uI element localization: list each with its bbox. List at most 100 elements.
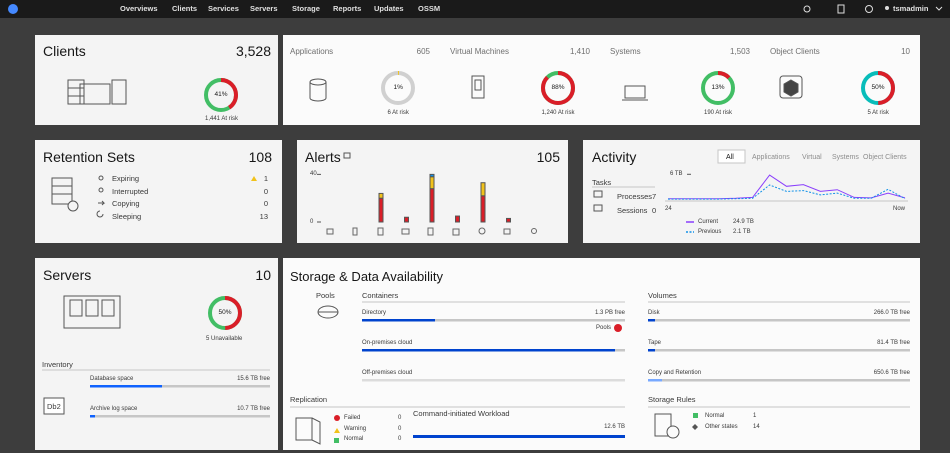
panel-count: 105 [536, 149, 560, 165]
donut-arc [381, 71, 415, 105]
state-count: 13 [259, 211, 268, 221]
item-name: Disk [648, 310, 660, 316]
pools-flag: Pools [595, 325, 611, 331]
tab[interactable]: Object Clients [863, 154, 907, 161]
state-name: Warning [344, 425, 367, 432]
bar-segment [429, 173, 435, 178]
section-title: Pools [316, 291, 335, 300]
legend-value: 2.1 TB [733, 229, 751, 235]
process-icon [593, 190, 603, 198]
icon [885, 6, 889, 10]
panel-title: Retention Sets [43, 149, 135, 165]
item-name: Tape [648, 340, 662, 346]
bar-segment [429, 188, 435, 223]
y-tick-label: 40 [310, 171, 317, 178]
bar-segment [404, 216, 409, 223]
section-title: Inventory [42, 360, 73, 369]
panel-title: Activity [592, 149, 637, 165]
item-free: 81.4 TB free [877, 340, 910, 346]
tab[interactable]: Virtual [802, 154, 822, 161]
donut-arc [541, 71, 575, 105]
flag-icon [343, 152, 351, 159]
state-name: Expiring [112, 174, 140, 183]
donut-label: 88% [551, 84, 565, 91]
donut-arc [204, 78, 238, 112]
tab[interactable]: Systems [832, 154, 859, 161]
nav-item[interactable]: Overviews [120, 4, 158, 13]
tab-selected [717, 149, 746, 164]
progress-bars [90, 319, 910, 438]
nav-item[interactable]: Reports [333, 4, 362, 13]
activity-panel [583, 140, 920, 243]
state-count: 0 [263, 199, 268, 208]
workload-title: Command-initiated Workload [413, 409, 510, 418]
item-free: 650.6 TB free [873, 370, 910, 376]
panel-title: Servers [43, 267, 92, 283]
servers-panel [35, 258, 278, 450]
state-name: Copying [112, 199, 140, 208]
item-free: 15.6 TB free [237, 376, 270, 382]
top-nav [0, 0, 950, 18]
user-menu[interactable]: tsmadmin [893, 4, 929, 13]
clients-icon [67, 79, 127, 105]
panel-count: 3,528 [235, 43, 271, 59]
bar-segment [480, 182, 486, 197]
alert-category-icons [326, 227, 537, 236]
icon [803, 5, 811, 13]
retention-panel [35, 140, 282, 243]
nav-item[interactable]: Storage [292, 4, 320, 13]
item-free: 1.3 PB free [594, 310, 625, 316]
db-icon-label: Db2 [47, 402, 61, 411]
workload-size: 12.6 TB [604, 424, 625, 430]
legend-label: Current [698, 219, 719, 225]
x-tick-label: Now [892, 206, 905, 212]
panel-count: 108 [248, 149, 272, 165]
section-count: 1,410 [569, 47, 590, 56]
app-icons [309, 75, 803, 102]
section-title: Virtual Machines [450, 47, 509, 56]
nav-item[interactable]: Updates [374, 4, 404, 13]
bar-segment [429, 176, 435, 190]
storage-panel [283, 258, 920, 450]
line-series [668, 174, 906, 200]
bar-segment [506, 217, 511, 223]
state-count: 0 [398, 436, 402, 442]
y-tick-label: 0 [310, 219, 314, 225]
donut-arc [208, 296, 242, 330]
section-count: 605 [416, 47, 430, 56]
state-count: 0 [263, 186, 268, 196]
nav-item[interactable]: Services [208, 4, 239, 13]
state-count: 14 [753, 424, 760, 430]
donut-arc [701, 71, 735, 105]
item-name: Copy and Retention [648, 370, 702, 376]
donut-label: 50% [218, 309, 232, 316]
nav-item[interactable]: Clients [172, 4, 198, 13]
legend-label: Previous [698, 229, 722, 235]
at-risk: 1,441 At risk [205, 116, 239, 122]
server-icon [63, 295, 121, 329]
icon [865, 5, 873, 13]
bar-segment [480, 195, 486, 223]
task-count: 0 [652, 206, 657, 215]
at-risk: 5 At risk [867, 110, 889, 116]
tab[interactable]: Applications [752, 154, 790, 161]
item-name: On-premises cloud [362, 340, 413, 346]
tasks-label: Tasks [592, 178, 612, 187]
state-count: 0 [398, 425, 402, 432]
nav-item[interactable]: Servers [250, 4, 278, 13]
task-count: 7 [652, 192, 657, 201]
item-name: Database space [90, 376, 134, 382]
section-title: Containers [362, 291, 399, 300]
section-title: Storage Rules [648, 395, 696, 404]
section-title: Volumes [648, 291, 677, 300]
state-count: 1 [753, 413, 757, 419]
tab[interactable]: All [726, 154, 734, 161]
donut-label: 50% [871, 84, 885, 91]
state-name: Failed [344, 415, 361, 421]
state-name: Other states [705, 424, 738, 430]
task-name: Processes [617, 192, 653, 201]
nav-item[interactable]: OSSM [418, 4, 441, 13]
x-tick-label: 24 [665, 206, 672, 212]
legend-value: 24.9 TB [733, 219, 754, 225]
